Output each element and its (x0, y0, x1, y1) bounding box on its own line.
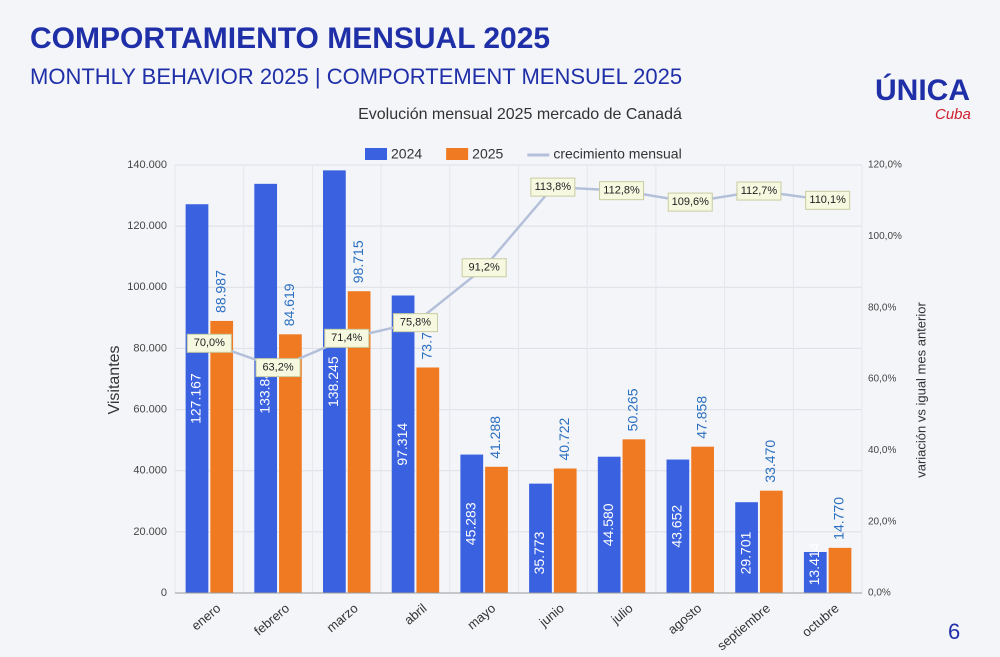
bar (622, 439, 646, 593)
label-box (599, 181, 645, 201)
line-value-label: 75,8% (400, 317, 431, 329)
line-value-label: 110,1% (809, 194, 846, 206)
y2-tick-label: 60,0% (868, 374, 896, 385)
line-value-label: 91,2% (469, 262, 500, 274)
bar (347, 291, 371, 593)
y2-tick-label: 20,0% (868, 516, 896, 527)
y-axis-label: Visitantes (106, 345, 123, 414)
value-label: 98.715 (350, 240, 366, 283)
value-label: 35.773 (531, 531, 547, 574)
bar (666, 459, 690, 593)
bar (553, 468, 577, 593)
y2-tick-label: 120,0% (868, 160, 902, 171)
y-tick-label: 40.000 (133, 465, 167, 477)
bar (210, 320, 234, 593)
value-label: 45.283 (462, 502, 478, 545)
value-label: 14.770 (831, 497, 847, 540)
line-value-label: 113,8% (535, 181, 572, 193)
bar (597, 456, 621, 593)
bar (460, 454, 484, 593)
label-box (255, 358, 301, 378)
line-value-label: 70,0% (194, 337, 225, 349)
value-label: 40.722 (556, 417, 572, 460)
slide-title: COMPORTAMIENTO MENSUAL 2025 (30, 22, 550, 55)
y-tick-label: 120.000 (127, 220, 167, 232)
legend-swatch (365, 148, 387, 160)
line-value-label: 112,8% (603, 185, 640, 197)
line-value-label: 63,2% (262, 361, 293, 373)
line-value-label: 109,6% (672, 196, 710, 208)
legend-label: 2025 (472, 146, 503, 162)
page-number: 6 (948, 619, 960, 644)
label-box (736, 181, 782, 201)
label-box (805, 190, 851, 210)
legend-label: 2024 (391, 146, 422, 162)
logo-sub: Cuba (935, 106, 971, 123)
line-value-label: 71,4% (331, 332, 362, 344)
line-value-label: 112,7% (741, 185, 778, 197)
y-tick-label: 0 (161, 587, 167, 599)
value-label: 44.580 (600, 503, 616, 546)
y-tick-label: 100.000 (127, 281, 167, 293)
value-label: 84.619 (281, 283, 297, 326)
y2-axis-label: variación vs igual mes anterior (913, 302, 928, 478)
value-label: 50.265 (625, 388, 641, 431)
chart-title: Evolución mensual 2025 mercado de Canadá (358, 106, 682, 123)
bar (529, 483, 552, 593)
value-label: 47.858 (693, 396, 709, 439)
label-box (392, 313, 438, 333)
legend-label: crecimiento mensual (553, 146, 681, 162)
label-box (324, 328, 370, 348)
bar (323, 170, 346, 593)
value-label: 138.245 (325, 356, 341, 407)
bar (759, 490, 783, 593)
y-tick-label: 20.000 (133, 526, 167, 538)
y-tick-label: 60.000 (133, 403, 167, 415)
y-tick-label: 140.000 (127, 159, 167, 171)
value-label: 127.167 (188, 373, 204, 424)
line (208, 185, 828, 369)
bar (185, 204, 209, 594)
bar (735, 502, 758, 593)
legend-swatch (446, 148, 469, 160)
value-label: 13.414 (806, 542, 822, 585)
label-box (667, 192, 713, 212)
bar (391, 295, 415, 593)
bar (485, 466, 508, 593)
bar (691, 446, 714, 593)
bar (279, 334, 302, 593)
value-label: 29.701 (737, 531, 753, 574)
value-label: 43.652 (669, 505, 685, 548)
y2-tick-label: 80,0% (868, 302, 896, 313)
value-label: 41.288 (487, 416, 503, 459)
y2-tick-label: 100,0% (868, 231, 902, 242)
logo: ÚNICA (875, 73, 970, 107)
y-tick-label: 80.000 (133, 342, 167, 354)
label-box (461, 258, 507, 278)
value-label: 88.987 (212, 270, 228, 313)
value-label: 97.314 (394, 423, 410, 466)
bar (416, 367, 440, 593)
y2-tick-label: 40,0% (868, 445, 896, 456)
y2-tick-label: 0,0% (868, 588, 891, 599)
bar (803, 551, 827, 593)
label-box (186, 333, 232, 353)
bar (254, 183, 278, 594)
value-label: 33.470 (762, 440, 778, 483)
slide-subtitle: MONTHLY BEHAVIOR 2025 | COMPORTEMENT MEN… (30, 64, 682, 89)
label-box (530, 177, 576, 197)
bar (828, 547, 852, 593)
